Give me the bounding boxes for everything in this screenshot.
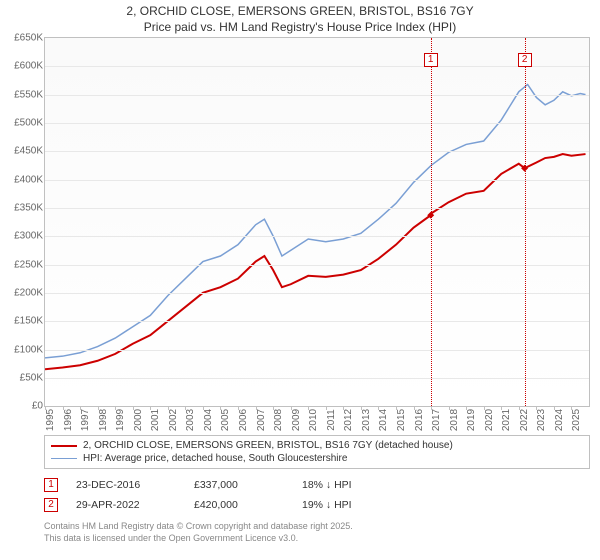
y-axis-label: £150K [14,316,43,327]
title-line-2: Price paid vs. HM Land Registry's House … [0,20,600,36]
legend-label: 2, ORCHID CLOSE, EMERSONS GREEN, BRISTOL… [83,440,453,451]
line-chart: £0£50K£100K£150K£200K£250K£300K£350K£400… [44,37,590,407]
x-axis-label: 1999 [115,409,126,431]
sale-date: 23-DEC-2016 [76,479,176,491]
x-axis-label: 2010 [308,409,319,431]
footer-line-1: Contains HM Land Registry data © Crown c… [44,521,590,533]
x-axis-label: 2018 [449,409,460,431]
gridline [45,265,589,266]
sale-price: £420,000 [194,499,284,511]
y-axis-label: £400K [14,174,43,185]
x-axis-label: 2021 [501,409,512,431]
gridline [45,378,589,379]
chart-title: 2, ORCHID CLOSE, EMERSONS GREEN, BRISTOL… [0,0,600,37]
x-axis-label: 2001 [150,409,161,431]
gridline [45,95,589,96]
series-price_paid [45,154,586,369]
y-axis-label: £450K [14,146,43,157]
y-axis-label: £250K [14,259,43,270]
x-axis-label: 2014 [378,409,389,431]
legend-item: 2, ORCHID CLOSE, EMERSONS GREEN, BRISTOL… [51,439,583,452]
x-axis-label: 2020 [484,409,495,431]
x-axis-label: 2005 [220,409,231,431]
sale-marker-box: 2 [518,53,532,67]
x-axis-label: 2007 [256,409,267,431]
x-axis-label: 2017 [431,409,442,431]
y-axis-label: £50K [20,372,43,383]
x-axis-label: 2023 [536,409,547,431]
footer: Contains HM Land Registry data © Crown c… [44,521,590,544]
legend-swatch [51,445,77,447]
x-axis-label: 2015 [396,409,407,431]
gridline [45,293,589,294]
x-axis-label: 2011 [326,409,337,431]
sale-price: £337,000 [194,479,284,491]
y-axis-label: £100K [14,344,43,355]
x-axis-label: 2025 [571,409,582,431]
x-axis-label: 2006 [238,409,249,431]
legend: 2, ORCHID CLOSE, EMERSONS GREEN, BRISTOL… [44,435,590,469]
x-axis-label: 1996 [63,409,74,431]
y-axis-label: £650K [14,33,43,44]
y-axis-label: £350K [14,203,43,214]
gridline [45,151,589,152]
chart-svg [45,38,589,406]
x-axis-label: 2003 [185,409,196,431]
legend-label: HPI: Average price, detached house, Sout… [83,453,347,464]
gridline [45,350,589,351]
x-axis-label: 2022 [519,409,530,431]
y-axis-label: £600K [14,61,43,72]
series-hpi [45,85,586,358]
sale-index-box: 1 [44,478,58,492]
y-axis-label: £300K [14,231,43,242]
x-axis-label: 1995 [45,409,56,431]
sale-marker-line [431,38,432,406]
sale-row: 2 29-APR-2022 £420,000 19% ↓ HPI [44,495,590,515]
legend-item: HPI: Average price, detached house, Sout… [51,452,583,465]
y-axis-label: £200K [14,287,43,298]
x-axis-label: 2013 [361,409,372,431]
sales-table: 1 23-DEC-2016 £337,000 18% ↓ HPI 2 29-APR-202… [44,475,590,515]
x-axis-label: 2002 [168,409,179,431]
sale-marker-line [525,38,526,406]
x-axis-label: 2024 [554,409,565,431]
x-axis-label: 2009 [291,409,302,431]
title-line-1: 2, ORCHID CLOSE, EMERSONS GREEN, BRISTOL… [0,4,600,20]
x-axis-label: 1998 [98,409,109,431]
gridline [45,236,589,237]
footer-line-2: This data is licensed under the Open Gov… [44,533,590,545]
sale-delta: 18% ↓ HPI [302,479,392,491]
sale-row: 1 23-DEC-2016 £337,000 18% ↓ HPI [44,475,590,495]
x-axis-label: 2000 [133,409,144,431]
gridline [45,321,589,322]
y-axis-label: £550K [14,89,43,100]
y-axis-label: £500K [14,118,43,129]
x-axis-label: 2019 [466,409,477,431]
legend-swatch [51,458,77,459]
gridline [45,208,589,209]
sale-index-box: 2 [44,498,58,512]
x-axis-label: 1997 [80,409,91,431]
x-axis-label: 2008 [273,409,284,431]
x-axis-label: 2004 [203,409,214,431]
sale-delta: 19% ↓ HPI [302,499,392,511]
y-axis-label: £0 [32,401,43,412]
sale-marker-box: 1 [424,53,438,67]
x-axis-label: 2012 [343,409,354,431]
gridline [45,180,589,181]
sale-date: 29-APR-2022 [76,499,176,511]
x-axis-label: 2016 [414,409,425,431]
gridline [45,123,589,124]
gridline [45,66,589,67]
